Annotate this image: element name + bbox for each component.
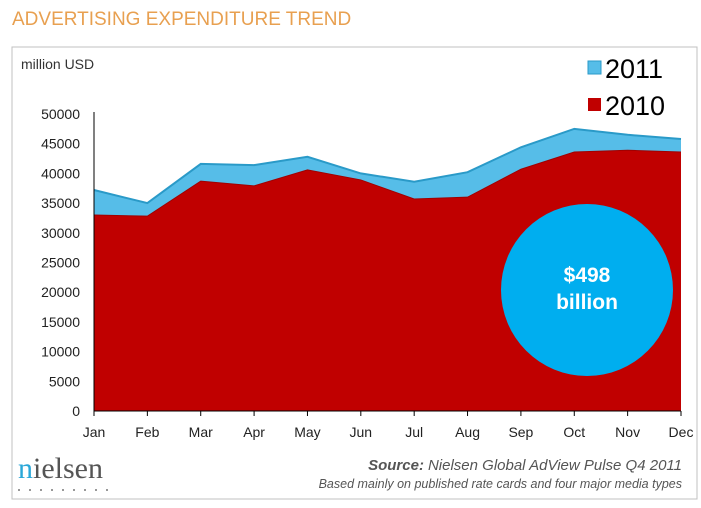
y-tick-label: 40000 <box>41 165 80 181</box>
x-tick-label: Sep <box>508 424 533 440</box>
logo-dot <box>62 489 64 491</box>
logo-dot <box>51 489 53 491</box>
x-tick-label: Feb <box>135 424 159 440</box>
nielsen-logo: nielsen <box>18 452 108 491</box>
x-tick-label: Oct <box>563 424 585 440</box>
x-tick-label: Jun <box>350 424 373 440</box>
legend-swatch-2011 <box>587 60 602 75</box>
legend-label-2010: 2010 <box>605 91 665 121</box>
y-tick-label: 30000 <box>41 225 80 241</box>
total-unit: billion <box>556 291 618 314</box>
y-tick-label: 10000 <box>41 344 80 360</box>
y-tick-label: 20000 <box>41 284 80 300</box>
x-tick-label: Mar <box>189 424 213 440</box>
x-tick-label: May <box>294 424 320 440</box>
source-label: Source: <box>368 457 424 474</box>
x-tick-label: Aug <box>455 424 480 440</box>
y-tick-label: 5000 <box>49 373 80 389</box>
y-tick-label: 15000 <box>41 314 80 330</box>
logo-text: nielsen <box>18 452 103 485</box>
line-2011 <box>93 127 682 205</box>
x-tick-label: Jan <box>83 424 106 440</box>
source-line: Source: Nielsen Global AdView Pulse Q4 20… <box>368 457 682 474</box>
y-axis-label: million USD <box>21 56 94 72</box>
logo-rest: ielsen <box>33 452 103 485</box>
logo-dot <box>18 489 20 491</box>
logo-n: n <box>18 452 33 485</box>
footnote: Based mainly on published rate cards and… <box>319 477 682 491</box>
y-tick-label: 35000 <box>41 195 80 211</box>
x-tick-label: Apr <box>243 424 265 440</box>
logo-dot <box>106 489 108 491</box>
logo-dot <box>84 489 86 491</box>
legend-label-2011: 2011 <box>605 54 663 84</box>
logo-dot <box>73 489 75 491</box>
total-circle <box>501 204 673 376</box>
logo-dot <box>29 489 31 491</box>
total-value: $498 <box>564 264 611 287</box>
chart-title: ADVERTISING EXPENDITURE TREND <box>12 9 351 30</box>
legend: 2011 2010 <box>587 54 665 121</box>
logo-dot <box>40 489 42 491</box>
axes: 0 5000 10000 15000 20000 25000 30000 35000 40000… <box>41 106 693 440</box>
x-tick-label: Jul <box>405 424 423 440</box>
x-tick-label: Dec <box>669 424 694 440</box>
y-tick-label: 0 <box>72 403 80 419</box>
source-text: Nielsen Global AdView Pulse Q4 2011 <box>428 457 682 474</box>
x-tick-label: Nov <box>615 424 640 440</box>
y-tick-label: 45000 <box>41 136 80 152</box>
y-tick-label: 25000 <box>41 255 80 271</box>
logo-dot <box>95 489 97 491</box>
legend-swatch-2010 <box>588 98 601 111</box>
y-tick-label: 50000 <box>41 106 80 122</box>
line-2010 <box>93 149 682 217</box>
